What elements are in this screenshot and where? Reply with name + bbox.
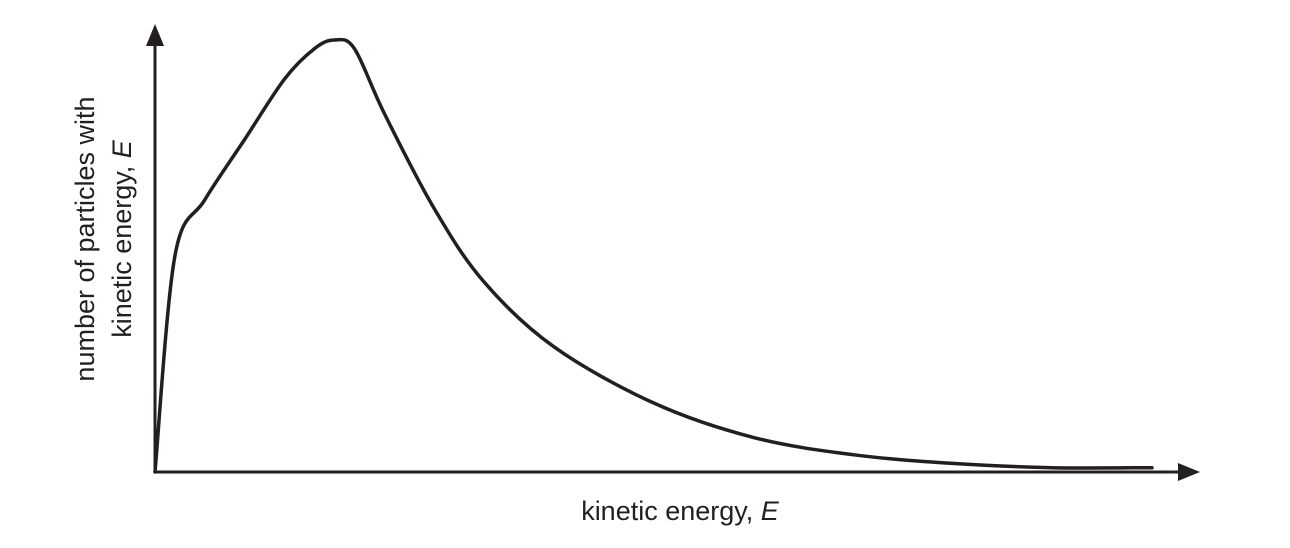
y-axis-label-line-2: kinetic energy, E (107, 139, 137, 338)
distribution-curve (153, 37, 1154, 474)
y-axis-label: number of particles with kinetic energy,… (70, 96, 137, 381)
x-axis-label: kinetic energy, E (581, 496, 780, 526)
y-axis-arrow-icon (146, 24, 164, 46)
x-axis-arrow-icon (1178, 463, 1200, 481)
y-axis-label-line-1: number of particles with (70, 96, 100, 381)
